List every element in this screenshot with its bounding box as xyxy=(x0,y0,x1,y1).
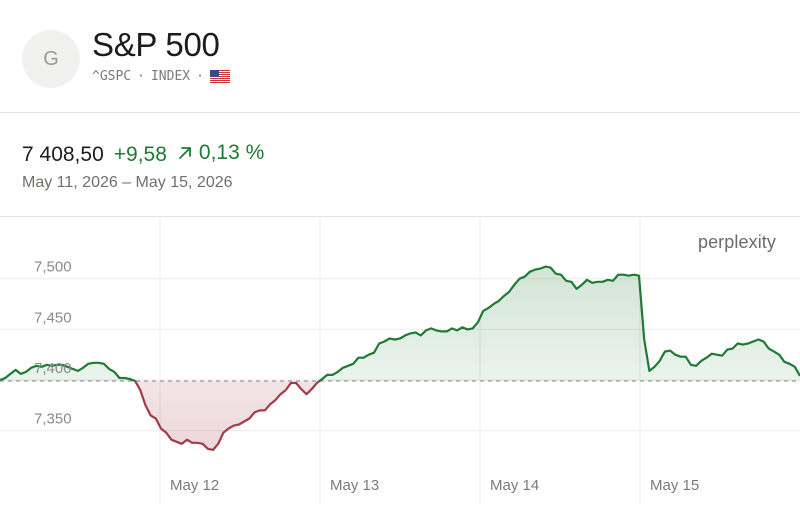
brand-logo: perplexity xyxy=(697,232,776,252)
price-chart[interactable]: 7,350 7,400 7,450 7,500 May 12 May 13 May 14 Ma… xyxy=(0,218,800,504)
ticker-avatar: G xyxy=(22,30,80,88)
percent-change: 0,13 % xyxy=(177,141,264,165)
date-range: May 11, 2026 – May 15, 2026 xyxy=(22,174,233,191)
current-price: 7 408,50 xyxy=(22,143,104,166)
us-flag-icon xyxy=(209,70,230,83)
y-tick-label: 7,350 xyxy=(34,411,72,428)
y-tick-label: 7,500 xyxy=(34,259,72,276)
chart-divider xyxy=(0,216,800,217)
price-row: 7 408,50 +9,58 0,13 % xyxy=(22,141,264,167)
chart-canvas: 7,350 7,400 7,450 7,500 May 12 May 13 May 14 Ma… xyxy=(0,218,800,504)
page-title: S&P 500 xyxy=(92,26,220,63)
price-change: +9,58 xyxy=(113,143,167,166)
ticker-symbol: ^GSPC xyxy=(92,69,132,84)
market-type: INDEX xyxy=(150,69,191,84)
percent-change-value: 0,13 % xyxy=(198,141,265,164)
x-tick-label: May 13 xyxy=(330,477,379,494)
header-divider xyxy=(0,112,800,113)
y-tick-label: 7,400 xyxy=(34,360,72,377)
meta-separator: · xyxy=(196,69,204,84)
ticker-meta: ^GSPC · INDEX · xyxy=(92,69,230,84)
area-fill-above xyxy=(0,266,800,382)
x-tick-label: May 14 xyxy=(490,477,539,494)
arrow-up-right-icon xyxy=(178,147,191,159)
price-line-above xyxy=(0,265,800,382)
y-tick-label: 7,450 xyxy=(34,309,72,326)
x-tick-label: May 12 xyxy=(170,477,219,494)
meta-separator: · xyxy=(137,69,145,84)
area-fill-below xyxy=(135,381,320,450)
x-tick-label: May 15 xyxy=(650,477,699,494)
quote-header: G S&P 500 ^GSPC · INDEX · xyxy=(0,0,800,112)
